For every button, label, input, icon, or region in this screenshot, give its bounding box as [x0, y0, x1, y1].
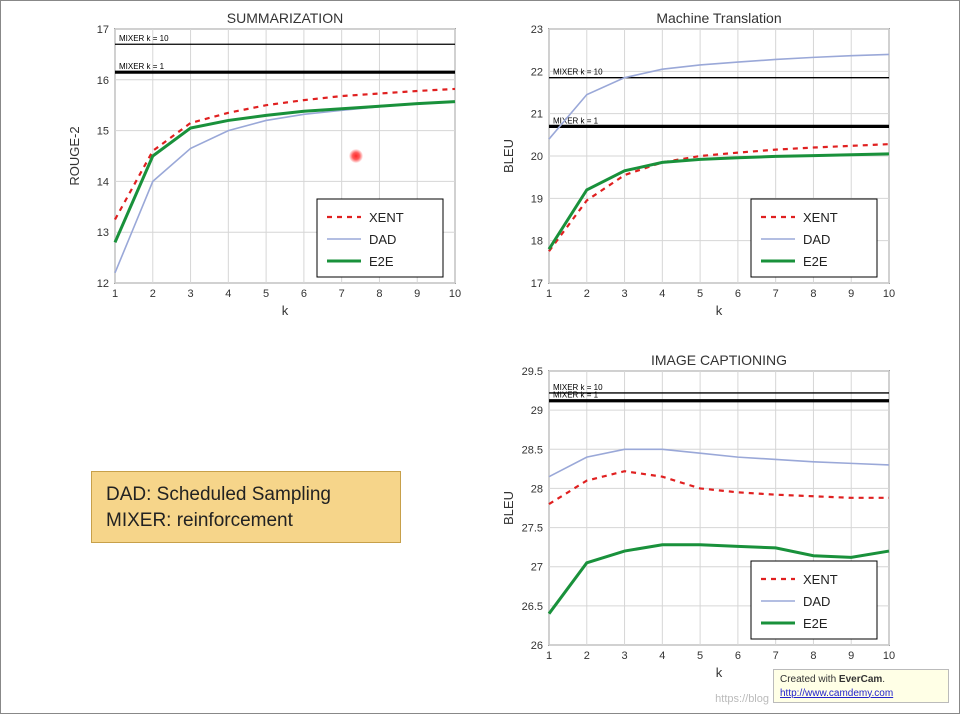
- svg-text:7: 7: [773, 650, 779, 662]
- svg-text:k: k: [282, 303, 289, 318]
- svg-text:E2E: E2E: [369, 254, 394, 269]
- svg-text:3: 3: [621, 288, 627, 300]
- svg-text:5: 5: [697, 650, 703, 662]
- svg-text:10: 10: [883, 650, 895, 662]
- svg-text:DAD: DAD: [369, 232, 396, 247]
- badge-url[interactable]: http://www.camdemy.com: [780, 688, 893, 699]
- svg-text:BLEU: BLEU: [501, 139, 516, 173]
- svg-text:E2E: E2E: [803, 254, 828, 269]
- svg-text:2: 2: [584, 650, 590, 662]
- svg-text:23: 23: [531, 24, 543, 36]
- svg-text:3: 3: [621, 650, 627, 662]
- svg-text:XENT: XENT: [369, 210, 404, 225]
- svg-text:18: 18: [531, 236, 543, 248]
- svg-text:9: 9: [848, 288, 854, 300]
- svg-text:1: 1: [546, 650, 552, 662]
- svg-text:17: 17: [97, 24, 109, 36]
- svg-text:14: 14: [97, 176, 109, 188]
- svg-text:4: 4: [659, 650, 665, 662]
- svg-text:1: 1: [112, 288, 118, 300]
- svg-text:MIXER k = 10: MIXER k = 10: [119, 34, 169, 43]
- svg-text:3: 3: [187, 288, 193, 300]
- svg-text:5: 5: [697, 288, 703, 300]
- svg-text:E2E: E2E: [803, 616, 828, 631]
- svg-text:17: 17: [531, 278, 543, 290]
- watermark-text: https://blog: [715, 693, 769, 705]
- svg-text:26.5: 26.5: [522, 601, 543, 613]
- note-box: DAD: Scheduled Sampling MIXER: reinforce…: [91, 471, 401, 543]
- svg-text:2: 2: [584, 288, 590, 300]
- svg-text:8: 8: [810, 650, 816, 662]
- svg-text:IMAGE CAPTIONING: IMAGE CAPTIONING: [651, 352, 787, 368]
- svg-text:MIXER k = 1: MIXER k = 1: [553, 116, 599, 125]
- svg-text:DAD: DAD: [803, 594, 830, 609]
- svg-text:k: k: [716, 665, 723, 680]
- chart-machine-translation: 1234567891017181920212223MIXER k = 10MIX…: [495, 7, 897, 319]
- svg-text:MIXER k = 1: MIXER k = 1: [119, 62, 165, 71]
- svg-text:8: 8: [810, 288, 816, 300]
- svg-text:5: 5: [263, 288, 269, 300]
- svg-text:10: 10: [883, 288, 895, 300]
- slide: 12345678910121314151617MIXER k = 10MIXER…: [0, 0, 960, 714]
- svg-text:22: 22: [531, 66, 543, 78]
- svg-text:ROUGE-2: ROUGE-2: [67, 126, 82, 185]
- svg-text:29.5: 29.5: [522, 366, 543, 378]
- svg-text:9: 9: [848, 650, 854, 662]
- badge-post: .: [882, 674, 885, 685]
- svg-text:MIXER k = 10: MIXER k = 10: [553, 68, 603, 77]
- svg-text:15: 15: [97, 126, 109, 138]
- svg-text:DAD: DAD: [803, 232, 830, 247]
- svg-text:27: 27: [531, 562, 543, 574]
- svg-text:XENT: XENT: [803, 572, 838, 587]
- svg-text:16: 16: [97, 75, 109, 87]
- svg-text:MIXER k = 1: MIXER k = 1: [553, 391, 599, 400]
- svg-text:29: 29: [531, 405, 543, 417]
- svg-text:6: 6: [735, 288, 741, 300]
- badge-brand: EverCam: [839, 674, 882, 685]
- svg-text:28.5: 28.5: [522, 444, 543, 456]
- chart-image-captioning: 1 2 3 4 5 6 7 8 9 10 26 26.5 27 27.5 28 28.5 29 29.5 MIXER…: [495, 349, 897, 681]
- svg-text:28: 28: [531, 483, 543, 495]
- svg-text:7: 7: [339, 288, 345, 300]
- svg-text:13: 13: [97, 227, 109, 239]
- laser-pointer-icon: [349, 149, 363, 163]
- svg-text:10: 10: [449, 288, 461, 300]
- evercam-badge: Created with EverCam. http://www.camdemy…: [773, 669, 949, 703]
- svg-text:9: 9: [414, 288, 420, 300]
- badge-pre: Created with: [780, 674, 839, 685]
- svg-text:20: 20: [531, 151, 543, 163]
- svg-text:4: 4: [659, 288, 665, 300]
- svg-text:k: k: [716, 303, 723, 318]
- svg-text:27.5: 27.5: [522, 523, 543, 535]
- svg-text:19: 19: [531, 193, 543, 205]
- note-line-2: MIXER: reinforcement: [106, 508, 386, 534]
- svg-text:SUMMARIZATION: SUMMARIZATION: [227, 10, 343, 26]
- svg-text:6: 6: [301, 288, 307, 300]
- svg-text:21: 21: [531, 109, 543, 121]
- svg-text:BLEU: BLEU: [501, 491, 516, 525]
- svg-text:26: 26: [531, 640, 543, 652]
- svg-text:6: 6: [735, 650, 741, 662]
- svg-text:7: 7: [773, 288, 779, 300]
- chart-summarization: 12345678910121314151617MIXER k = 10MIXER…: [61, 7, 463, 319]
- svg-text:Machine Translation: Machine Translation: [656, 10, 781, 26]
- svg-text:12: 12: [97, 278, 109, 290]
- svg-text:4: 4: [225, 288, 231, 300]
- svg-text:2: 2: [150, 288, 156, 300]
- svg-text:XENT: XENT: [803, 210, 838, 225]
- note-line-1: DAD: Scheduled Sampling: [106, 482, 386, 508]
- svg-text:1: 1: [546, 288, 552, 300]
- svg-text:8: 8: [376, 288, 382, 300]
